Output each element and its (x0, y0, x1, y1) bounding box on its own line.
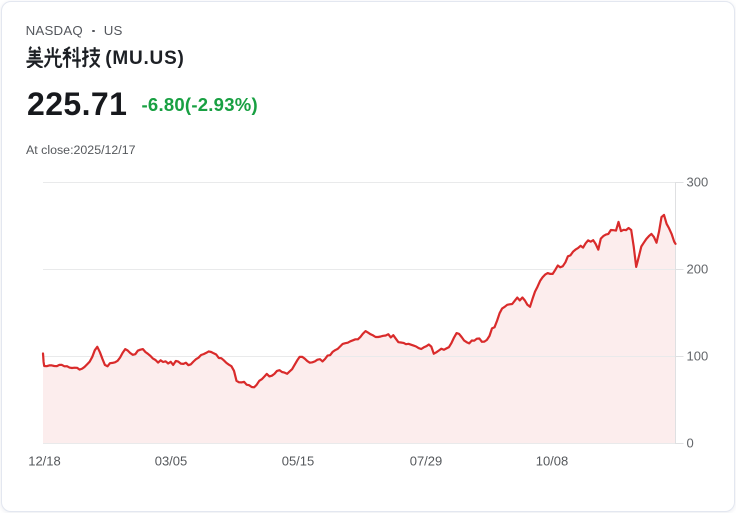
svg-text:05/15: 05/15 (282, 454, 315, 469)
svg-text:07/29: 07/29 (410, 454, 443, 469)
svg-text:200: 200 (687, 262, 709, 277)
svg-text:03/05: 03/05 (155, 454, 188, 469)
svg-text:0: 0 (687, 436, 694, 451)
svg-text:100: 100 (687, 349, 709, 364)
svg-text:10/08: 10/08 (536, 454, 569, 469)
svg-text:300: 300 (687, 175, 709, 190)
svg-text:12/18: 12/18 (28, 454, 61, 469)
